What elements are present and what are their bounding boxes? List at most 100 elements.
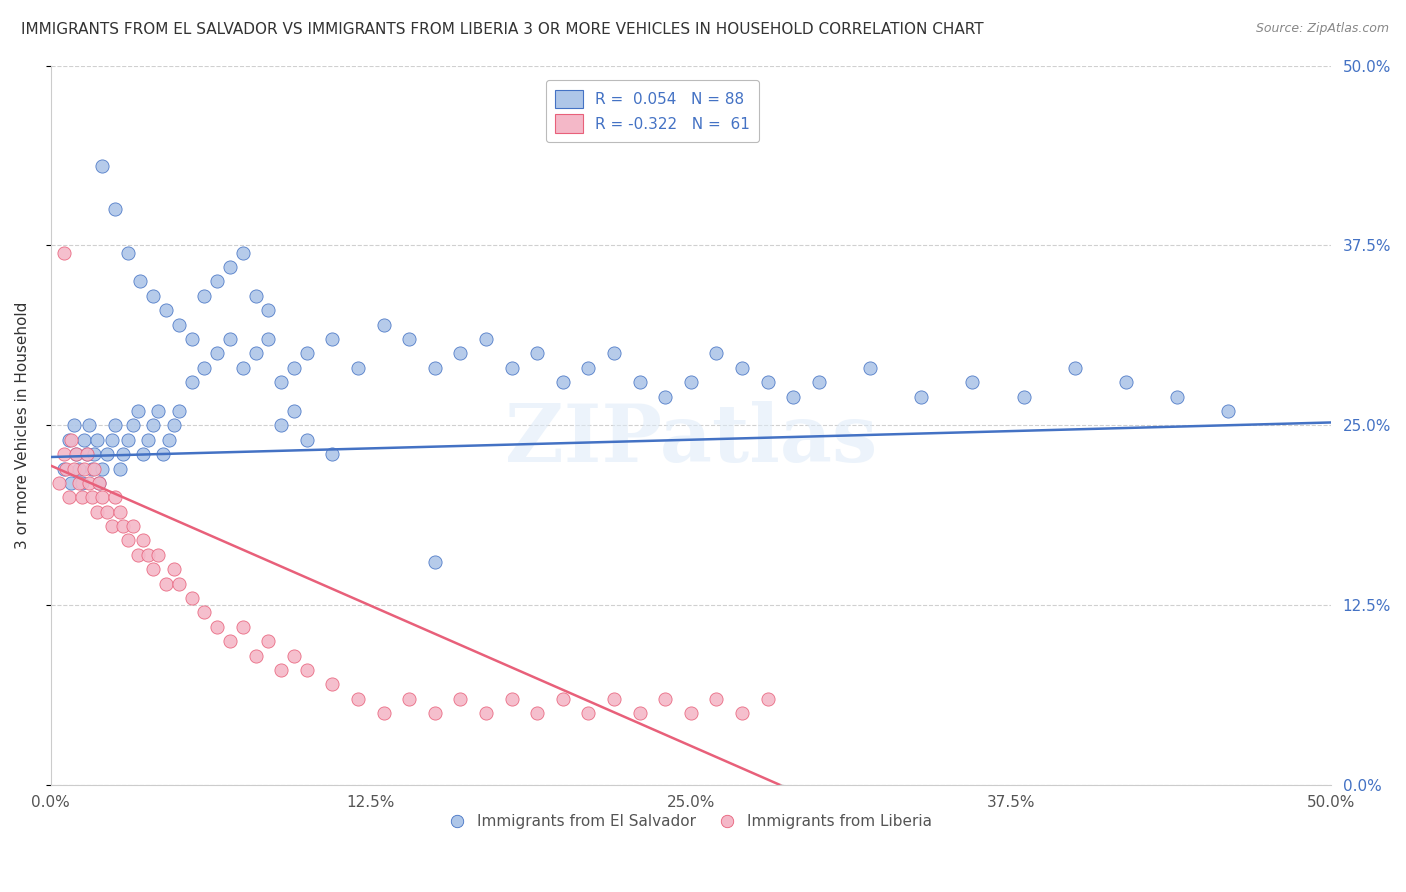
Point <box>76 447 98 461</box>
Point <box>576 360 599 375</box>
Point <box>52 245 75 260</box>
Text: ZIPatlas: ZIPatlas <box>505 401 877 479</box>
Point <box>67 475 90 490</box>
Point <box>193 360 215 375</box>
Point <box>48 475 70 490</box>
Point <box>77 418 100 433</box>
Point <box>219 634 242 648</box>
Point <box>121 519 143 533</box>
Point <box>101 433 124 447</box>
Point <box>1063 360 1085 375</box>
Point <box>91 491 114 505</box>
Point <box>205 346 228 360</box>
Point <box>654 691 676 706</box>
Point <box>245 289 267 303</box>
Point <box>205 275 228 289</box>
Point <box>321 332 343 346</box>
Point <box>152 447 174 461</box>
Point <box>245 648 267 663</box>
Point <box>101 519 124 533</box>
Point <box>91 159 114 173</box>
Point <box>91 461 114 475</box>
Point <box>501 360 523 375</box>
Point <box>859 360 882 375</box>
Point <box>475 706 498 720</box>
Point <box>157 433 180 447</box>
Point <box>104 418 127 433</box>
Point <box>193 606 215 620</box>
Point <box>321 447 343 461</box>
Point <box>551 691 574 706</box>
Point <box>127 404 149 418</box>
Point <box>295 346 318 360</box>
Point <box>423 706 446 720</box>
Point <box>80 461 103 475</box>
Point <box>731 706 754 720</box>
Point <box>603 346 626 360</box>
Point <box>219 260 242 274</box>
Point <box>136 548 159 562</box>
Point <box>373 706 395 720</box>
Point <box>80 491 103 505</box>
Point <box>501 691 523 706</box>
Point <box>117 433 139 447</box>
Point <box>96 447 118 461</box>
Point <box>910 390 932 404</box>
Point <box>283 648 305 663</box>
Point <box>60 475 83 490</box>
Point <box>526 706 548 720</box>
Point <box>603 691 626 706</box>
Legend: Immigrants from El Salvador, Immigrants from Liberia: Immigrants from El Salvador, Immigrants … <box>444 808 938 835</box>
Point <box>132 447 155 461</box>
Point <box>628 375 651 389</box>
Point <box>58 433 80 447</box>
Point <box>205 620 228 634</box>
Point <box>65 447 87 461</box>
Point <box>1166 390 1188 404</box>
Point <box>180 332 202 346</box>
Point <box>167 404 190 418</box>
Point <box>148 548 170 562</box>
Point <box>111 447 134 461</box>
Point <box>257 303 280 318</box>
Point <box>127 548 149 562</box>
Point <box>270 375 292 389</box>
Point <box>283 360 305 375</box>
Point <box>756 375 779 389</box>
Point <box>155 576 177 591</box>
Point <box>398 332 420 346</box>
Point <box>117 533 139 548</box>
Point <box>962 375 984 389</box>
Point <box>782 390 804 404</box>
Point <box>628 706 651 720</box>
Point <box>576 706 599 720</box>
Point <box>193 289 215 303</box>
Point <box>60 433 83 447</box>
Point <box>108 505 131 519</box>
Point <box>347 360 370 375</box>
Y-axis label: 3 or more Vehicles in Household: 3 or more Vehicles in Household <box>15 301 30 549</box>
Point <box>219 332 242 346</box>
Point <box>77 475 100 490</box>
Point <box>232 620 254 634</box>
Point <box>232 245 254 260</box>
Point <box>270 663 292 677</box>
Point <box>706 691 728 706</box>
Point <box>295 433 318 447</box>
Point <box>163 562 186 576</box>
Point <box>1012 390 1035 404</box>
Point <box>155 303 177 318</box>
Point <box>73 433 96 447</box>
Point <box>142 289 165 303</box>
Point <box>423 555 446 569</box>
Point <box>807 375 830 389</box>
Point <box>86 433 108 447</box>
Point <box>73 461 96 475</box>
Point <box>551 375 574 389</box>
Point <box>63 418 86 433</box>
Point <box>654 390 676 404</box>
Point <box>63 461 86 475</box>
Point <box>117 245 139 260</box>
Point <box>232 360 254 375</box>
Point <box>89 475 111 490</box>
